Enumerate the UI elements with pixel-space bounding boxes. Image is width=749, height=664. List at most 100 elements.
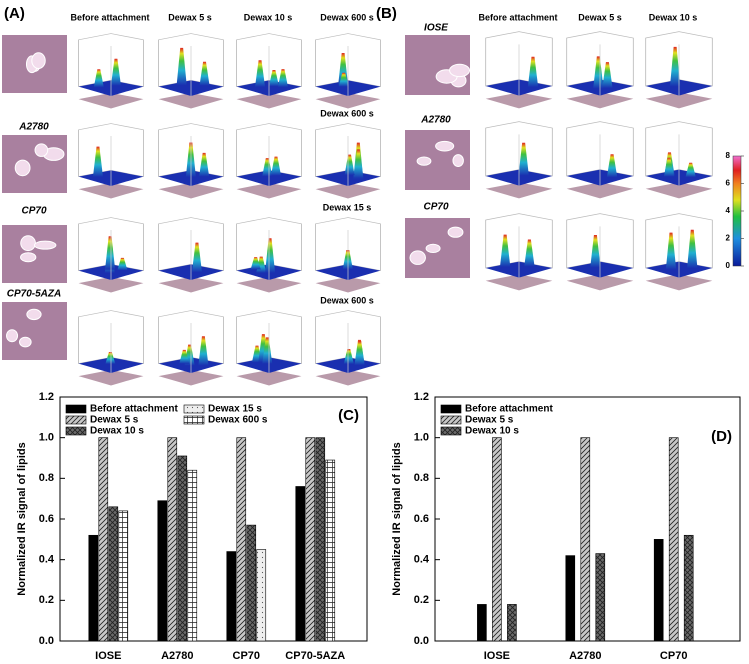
y-tick-label: 0.2: [414, 594, 429, 606]
bar: [315, 437, 326, 642]
projection: [485, 182, 553, 199]
surface-plot: [315, 123, 381, 199]
peak: [270, 156, 282, 176]
cell: [14, 159, 31, 177]
column-header: Dewax 600 s: [320, 12, 374, 22]
bar: [118, 510, 129, 642]
cell: [425, 243, 441, 254]
peak: [117, 257, 128, 271]
y-tick-label: 1.0: [39, 432, 54, 444]
peak: [343, 349, 354, 365]
x-tick-label: IOSE: [484, 650, 510, 662]
surface-plot: [315, 33, 381, 109]
projection: [236, 276, 302, 293]
projection: [485, 92, 553, 109]
peak: [602, 62, 613, 89]
peak: [265, 238, 276, 273]
peak: [105, 352, 116, 364]
cell: [416, 156, 432, 166]
legend-label: Dewax 5 s: [90, 415, 139, 426]
projection: [566, 182, 634, 199]
y-tick-label: 0.4: [414, 554, 430, 566]
projection: [78, 182, 144, 199]
legend-swatch: [440, 404, 462, 414]
peak: [593, 56, 604, 89]
projection: [315, 276, 381, 293]
surface-plot: [645, 121, 713, 199]
surface-plot: [78, 123, 144, 199]
peak: [687, 229, 698, 269]
cell: [6, 329, 19, 343]
cell: [34, 143, 49, 157]
legend-swatch: [183, 404, 205, 414]
bar: [88, 534, 99, 642]
x-tick-label: CP70-5AZA: [285, 650, 345, 662]
x-tick-label: A2780: [161, 650, 193, 662]
bar: [226, 551, 237, 642]
x-tick-label: IOSE: [95, 650, 121, 662]
y-tick-label: 0.8: [414, 472, 429, 484]
peak: [354, 340, 365, 366]
peak: [255, 60, 266, 88]
surface-plot: [236, 217, 302, 293]
column-header: Dewax 600 s: [320, 295, 374, 305]
y-tick-label: 0.0: [414, 635, 429, 647]
column-header: Before attachment: [70, 12, 149, 22]
column-header: Before attachment: [478, 12, 557, 22]
cell: [20, 252, 37, 263]
x-tick-label: CP70: [660, 650, 688, 662]
surface-plot: [78, 217, 144, 293]
peak: [685, 162, 696, 178]
column-header: Dewax 5 s: [168, 12, 212, 22]
legend-swatch: [65, 415, 87, 425]
peak: [250, 257, 261, 270]
column-header: Dewax 10 s: [244, 12, 293, 22]
projection: [78, 92, 144, 109]
bar: [108, 506, 119, 642]
colorbar: [732, 155, 742, 267]
surface-plot: [78, 310, 144, 386]
bar: [187, 469, 198, 642]
surface-plot: [566, 31, 634, 109]
colorbar-label: 2: [726, 234, 731, 243]
row-label: CP70: [423, 202, 448, 213]
y-tick-label: 1.2: [414, 391, 429, 403]
bar: [167, 437, 178, 642]
panel-label: (C): [338, 407, 359, 424]
cell: [20, 235, 36, 252]
peak: [199, 152, 210, 177]
row-label: A2780: [18, 122, 49, 133]
cell: [19, 336, 32, 348]
cell: [31, 52, 46, 70]
surface-plot: [566, 121, 634, 199]
peak: [524, 239, 535, 267]
bar: [256, 549, 267, 642]
surface-plot: [315, 310, 381, 386]
row-label: IOSE: [424, 23, 448, 34]
peak: [663, 157, 675, 177]
projection: [485, 274, 553, 291]
legend-swatch: [65, 426, 87, 436]
peak: [262, 158, 273, 177]
surface-plot: [485, 121, 553, 199]
projection: [158, 276, 224, 293]
projection: [78, 276, 144, 293]
legend-label: Dewax 600 s: [208, 415, 268, 426]
bar: [177, 455, 188, 642]
row-label: A2780: [420, 115, 451, 126]
projection: [236, 182, 302, 199]
y-tick-label: 0.6: [414, 513, 429, 525]
projection: [566, 274, 634, 291]
projection: [645, 182, 713, 199]
panel-label: (A): [4, 5, 25, 22]
surface-plot: [236, 33, 302, 109]
legend-label: Dewax 5 s: [465, 415, 514, 426]
y-tick-label: 1.0: [414, 432, 429, 444]
peak: [499, 234, 511, 268]
bar: [653, 539, 664, 642]
projection: [236, 369, 302, 386]
peak: [353, 149, 364, 179]
micrograph: [2, 135, 67, 193]
bar: [236, 437, 247, 642]
projection: [645, 92, 713, 109]
